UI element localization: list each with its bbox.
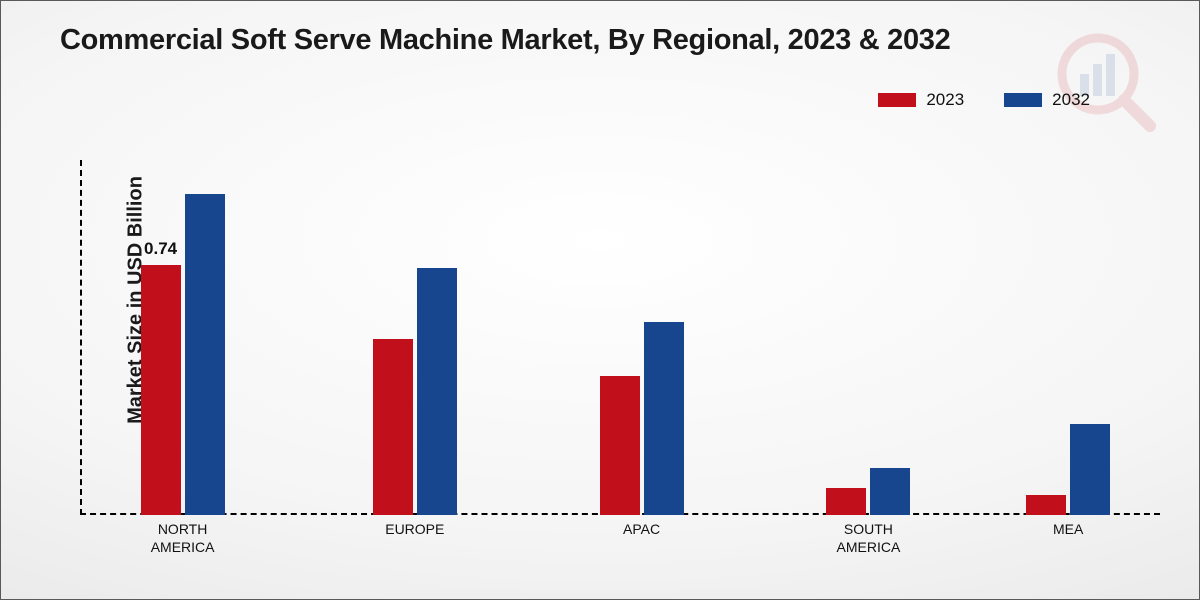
bar	[826, 160, 866, 515]
x-axis-labels: NORTH AMERICA EUROPE APAC SOUTH AMERICA MEA	[80, 520, 1160, 570]
bar	[373, 160, 413, 515]
x-axis-tick-label: MEA	[1053, 520, 1083, 538]
bar-fill	[1070, 424, 1110, 515]
bar-fill	[185, 194, 225, 515]
legend-swatch-2023	[878, 93, 916, 107]
bar	[644, 160, 684, 515]
bar-fill	[417, 268, 457, 515]
legend-label-2032: 2032	[1052, 90, 1090, 110]
bar-fill	[1026, 495, 1066, 515]
bar	[600, 160, 640, 515]
plot-area: 0.74	[80, 160, 1160, 515]
bar-group: 0.74	[141, 160, 225, 515]
bar	[417, 160, 457, 515]
bar	[870, 160, 910, 515]
x-axis-tick-label: SOUTH AMERICA	[836, 520, 900, 556]
bar	[1026, 160, 1066, 515]
bar-fill	[826, 488, 866, 515]
bar-fill: 0.74	[141, 265, 181, 515]
bar-value-label: 0.74	[144, 239, 177, 259]
x-axis-tick-label: EUROPE	[385, 520, 444, 538]
legend-swatch-2032	[1004, 93, 1042, 107]
bar-fill	[870, 468, 910, 515]
bar-fill	[373, 339, 413, 515]
bar-fill	[600, 376, 640, 515]
bar-fill	[644, 322, 684, 515]
legend-item-2023: 2023	[878, 90, 964, 110]
x-axis-tick-label: NORTH AMERICA	[151, 520, 215, 556]
bar	[1070, 160, 1110, 515]
bar: 0.74	[141, 160, 181, 515]
bar	[185, 160, 225, 515]
legend-label-2023: 2023	[926, 90, 964, 110]
y-axis-line	[80, 160, 82, 515]
watermark-logo	[1050, 30, 1160, 145]
bar-group	[826, 160, 910, 515]
bar-group	[1026, 160, 1110, 515]
bar-group	[600, 160, 684, 515]
x-axis-tick-label: APAC	[623, 520, 660, 538]
chart-title: Commercial Soft Serve Machine Market, By…	[60, 24, 950, 57]
bar-group	[373, 160, 457, 515]
legend-item-2032: 2032	[1004, 90, 1090, 110]
legend: 2023 2032	[878, 90, 1090, 110]
